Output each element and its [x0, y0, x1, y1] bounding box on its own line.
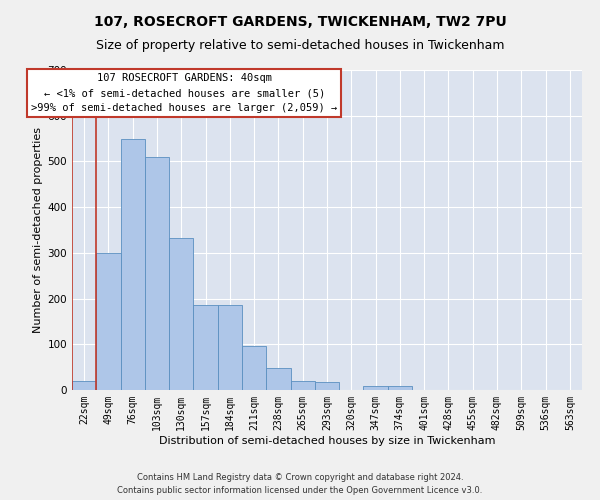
- Bar: [388, 386, 412, 390]
- Bar: [364, 386, 388, 390]
- Bar: [145, 157, 169, 390]
- Bar: [290, 381, 315, 390]
- Bar: [315, 382, 339, 390]
- X-axis label: Distribution of semi-detached houses by size in Twickenham: Distribution of semi-detached houses by …: [159, 436, 495, 446]
- Text: Contains HM Land Registry data © Crown copyright and database right 2024.
Contai: Contains HM Land Registry data © Crown c…: [118, 474, 482, 495]
- Bar: [193, 306, 218, 390]
- Text: 107 ROSECROFT GARDENS: 40sqm
← <1% of semi-detached houses are smaller (5)
>99% : 107 ROSECROFT GARDENS: 40sqm ← <1% of se…: [31, 73, 337, 113]
- Bar: [218, 306, 242, 390]
- Y-axis label: Number of semi-detached properties: Number of semi-detached properties: [34, 127, 43, 333]
- Text: 107, ROSECROFT GARDENS, TWICKENHAM, TW2 7PU: 107, ROSECROFT GARDENS, TWICKENHAM, TW2 …: [94, 15, 506, 29]
- Bar: [96, 253, 121, 390]
- Bar: [266, 368, 290, 390]
- Bar: [72, 381, 96, 390]
- Bar: [121, 140, 145, 390]
- Text: Size of property relative to semi-detached houses in Twickenham: Size of property relative to semi-detach…: [96, 39, 504, 52]
- Bar: [169, 238, 193, 390]
- Bar: [242, 346, 266, 390]
